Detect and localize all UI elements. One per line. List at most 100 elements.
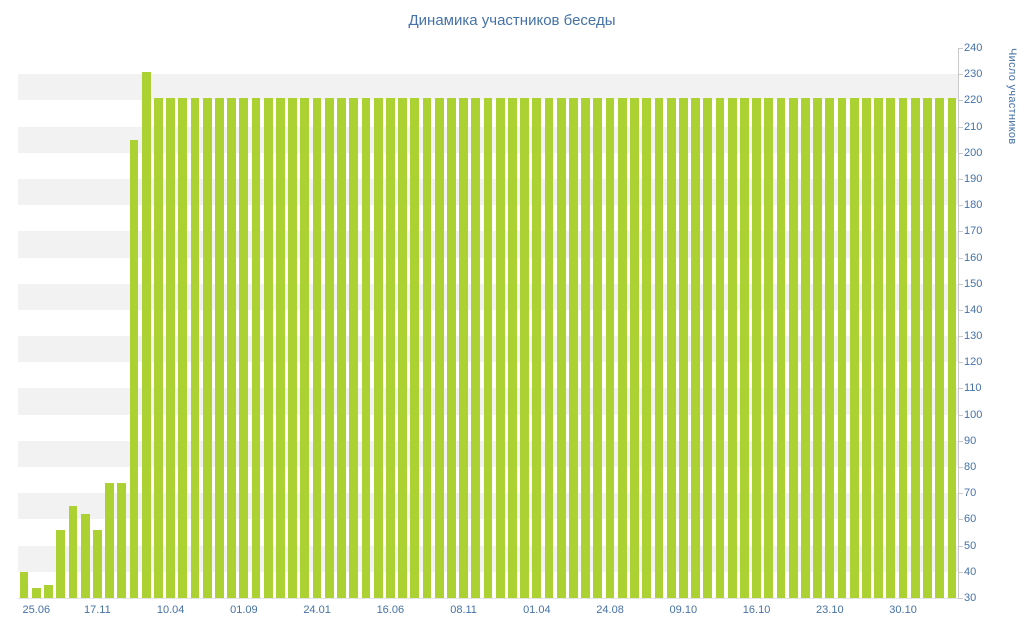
- x-tick-label: 01.04: [523, 604, 551, 616]
- y-tick-label: 170: [964, 225, 983, 238]
- bar[interactable]: [178, 97, 188, 598]
- bar[interactable]: [520, 97, 529, 598]
- bar[interactable]: [801, 97, 810, 598]
- chart-title: Динамика участников беседы: [408, 12, 616, 29]
- bar[interactable]: [385, 97, 395, 598]
- bar[interactable]: [239, 97, 249, 598]
- y-tick-label: 220: [964, 94, 983, 107]
- y-tick-mark: [958, 440, 963, 442]
- bar[interactable]: [886, 97, 896, 598]
- bar[interactable]: [764, 97, 774, 598]
- bar[interactable]: [105, 482, 114, 598]
- bar[interactable]: [532, 97, 542, 598]
- y-tick-label: 180: [964, 199, 983, 212]
- bar[interactable]: [874, 97, 884, 598]
- bar[interactable]: [446, 97, 456, 598]
- bar[interactable]: [581, 97, 591, 598]
- bar[interactable]: [227, 97, 237, 598]
- bar[interactable]: [544, 97, 554, 598]
- bar[interactable]: [862, 97, 871, 598]
- bar[interactable]: [422, 97, 432, 598]
- bar[interactable]: [117, 482, 127, 598]
- bar[interactable]: [68, 506, 78, 598]
- bar[interactable]: [324, 97, 334, 598]
- y-tick-label: 80: [964, 461, 977, 474]
- bar[interactable]: [654, 97, 664, 598]
- bar[interactable]: [642, 97, 652, 598]
- bar[interactable]: [715, 97, 725, 598]
- bar[interactable]: [31, 587, 41, 598]
- bar[interactable]: [825, 97, 835, 598]
- y-tick-label: 230: [964, 68, 983, 81]
- bar[interactable]: [727, 97, 737, 598]
- y-tick-mark: [958, 74, 963, 76]
- bar[interactable]: [617, 97, 627, 598]
- bar[interactable]: [923, 97, 932, 598]
- bar[interactable]: [666, 97, 676, 598]
- y-tick-label: 210: [964, 120, 983, 133]
- y-tick-label: 50: [964, 539, 977, 552]
- bar[interactable]: [202, 97, 212, 598]
- bar[interactable]: [434, 97, 444, 598]
- y-tick-label: 30: [964, 592, 977, 604]
- bar[interactable]: [337, 97, 346, 598]
- bar[interactable]: [471, 97, 481, 598]
- bar[interactable]: [739, 97, 749, 598]
- bar[interactable]: [910, 97, 920, 598]
- bar[interactable]: [276, 97, 285, 598]
- bar[interactable]: [459, 97, 468, 598]
- bar[interactable]: [166, 97, 175, 598]
- bar[interactable]: [398, 97, 407, 598]
- bar[interactable]: [508, 97, 517, 598]
- bar[interactable]: [190, 97, 200, 598]
- bar[interactable]: [593, 97, 603, 598]
- y-tick-mark: [958, 545, 963, 547]
- bar[interactable]: [263, 97, 273, 598]
- bar[interactable]: [44, 584, 53, 598]
- bar[interactable]: [935, 97, 945, 598]
- bar[interactable]: [288, 97, 298, 598]
- y-tick-mark: [958, 48, 963, 49]
- bar[interactable]: [569, 97, 578, 598]
- bar[interactable]: [947, 97, 957, 598]
- bar[interactable]: [349, 97, 359, 598]
- bar[interactable]: [483, 97, 493, 598]
- bar[interactable]: [691, 97, 700, 598]
- bar[interactable]: [630, 97, 639, 598]
- bar[interactable]: [788, 97, 798, 598]
- bar[interactable]: [92, 529, 102, 598]
- bar[interactable]: [703, 97, 713, 598]
- y-tick-mark: [958, 493, 963, 495]
- bar[interactable]: [361, 97, 371, 598]
- bar[interactable]: [312, 97, 322, 598]
- bar[interactable]: [752, 97, 761, 598]
- y-tick-mark: [958, 283, 963, 285]
- y-tick-label: 90: [964, 434, 977, 447]
- bar[interactable]: [141, 71, 151, 598]
- bar[interactable]: [849, 97, 859, 598]
- y-tick-mark: [958, 598, 963, 599]
- bar[interactable]: [300, 97, 310, 598]
- bar[interactable]: [80, 514, 90, 598]
- x-tick-label: 30.10: [889, 604, 917, 616]
- bar[interactable]: [813, 97, 822, 598]
- bar[interactable]: [251, 97, 261, 598]
- bar[interactable]: [556, 97, 566, 598]
- bar[interactable]: [898, 97, 908, 598]
- y-tick-label: 190: [964, 172, 983, 185]
- y-tick-mark: [958, 257, 963, 259]
- bar[interactable]: [129, 139, 139, 598]
- bar[interactable]: [215, 97, 224, 598]
- bar[interactable]: [776, 97, 786, 598]
- bar[interactable]: [605, 97, 615, 598]
- bar[interactable]: [19, 571, 29, 598]
- bar[interactable]: [56, 529, 66, 598]
- x-tick-label: 01.09: [230, 604, 258, 616]
- x-tick-label: 24.08: [596, 604, 624, 616]
- bar[interactable]: [837, 97, 847, 598]
- bar[interactable]: [495, 97, 505, 598]
- bar[interactable]: [410, 97, 420, 598]
- bar[interactable]: [153, 97, 163, 598]
- bar[interactable]: [678, 97, 688, 598]
- bar[interactable]: [373, 97, 383, 598]
